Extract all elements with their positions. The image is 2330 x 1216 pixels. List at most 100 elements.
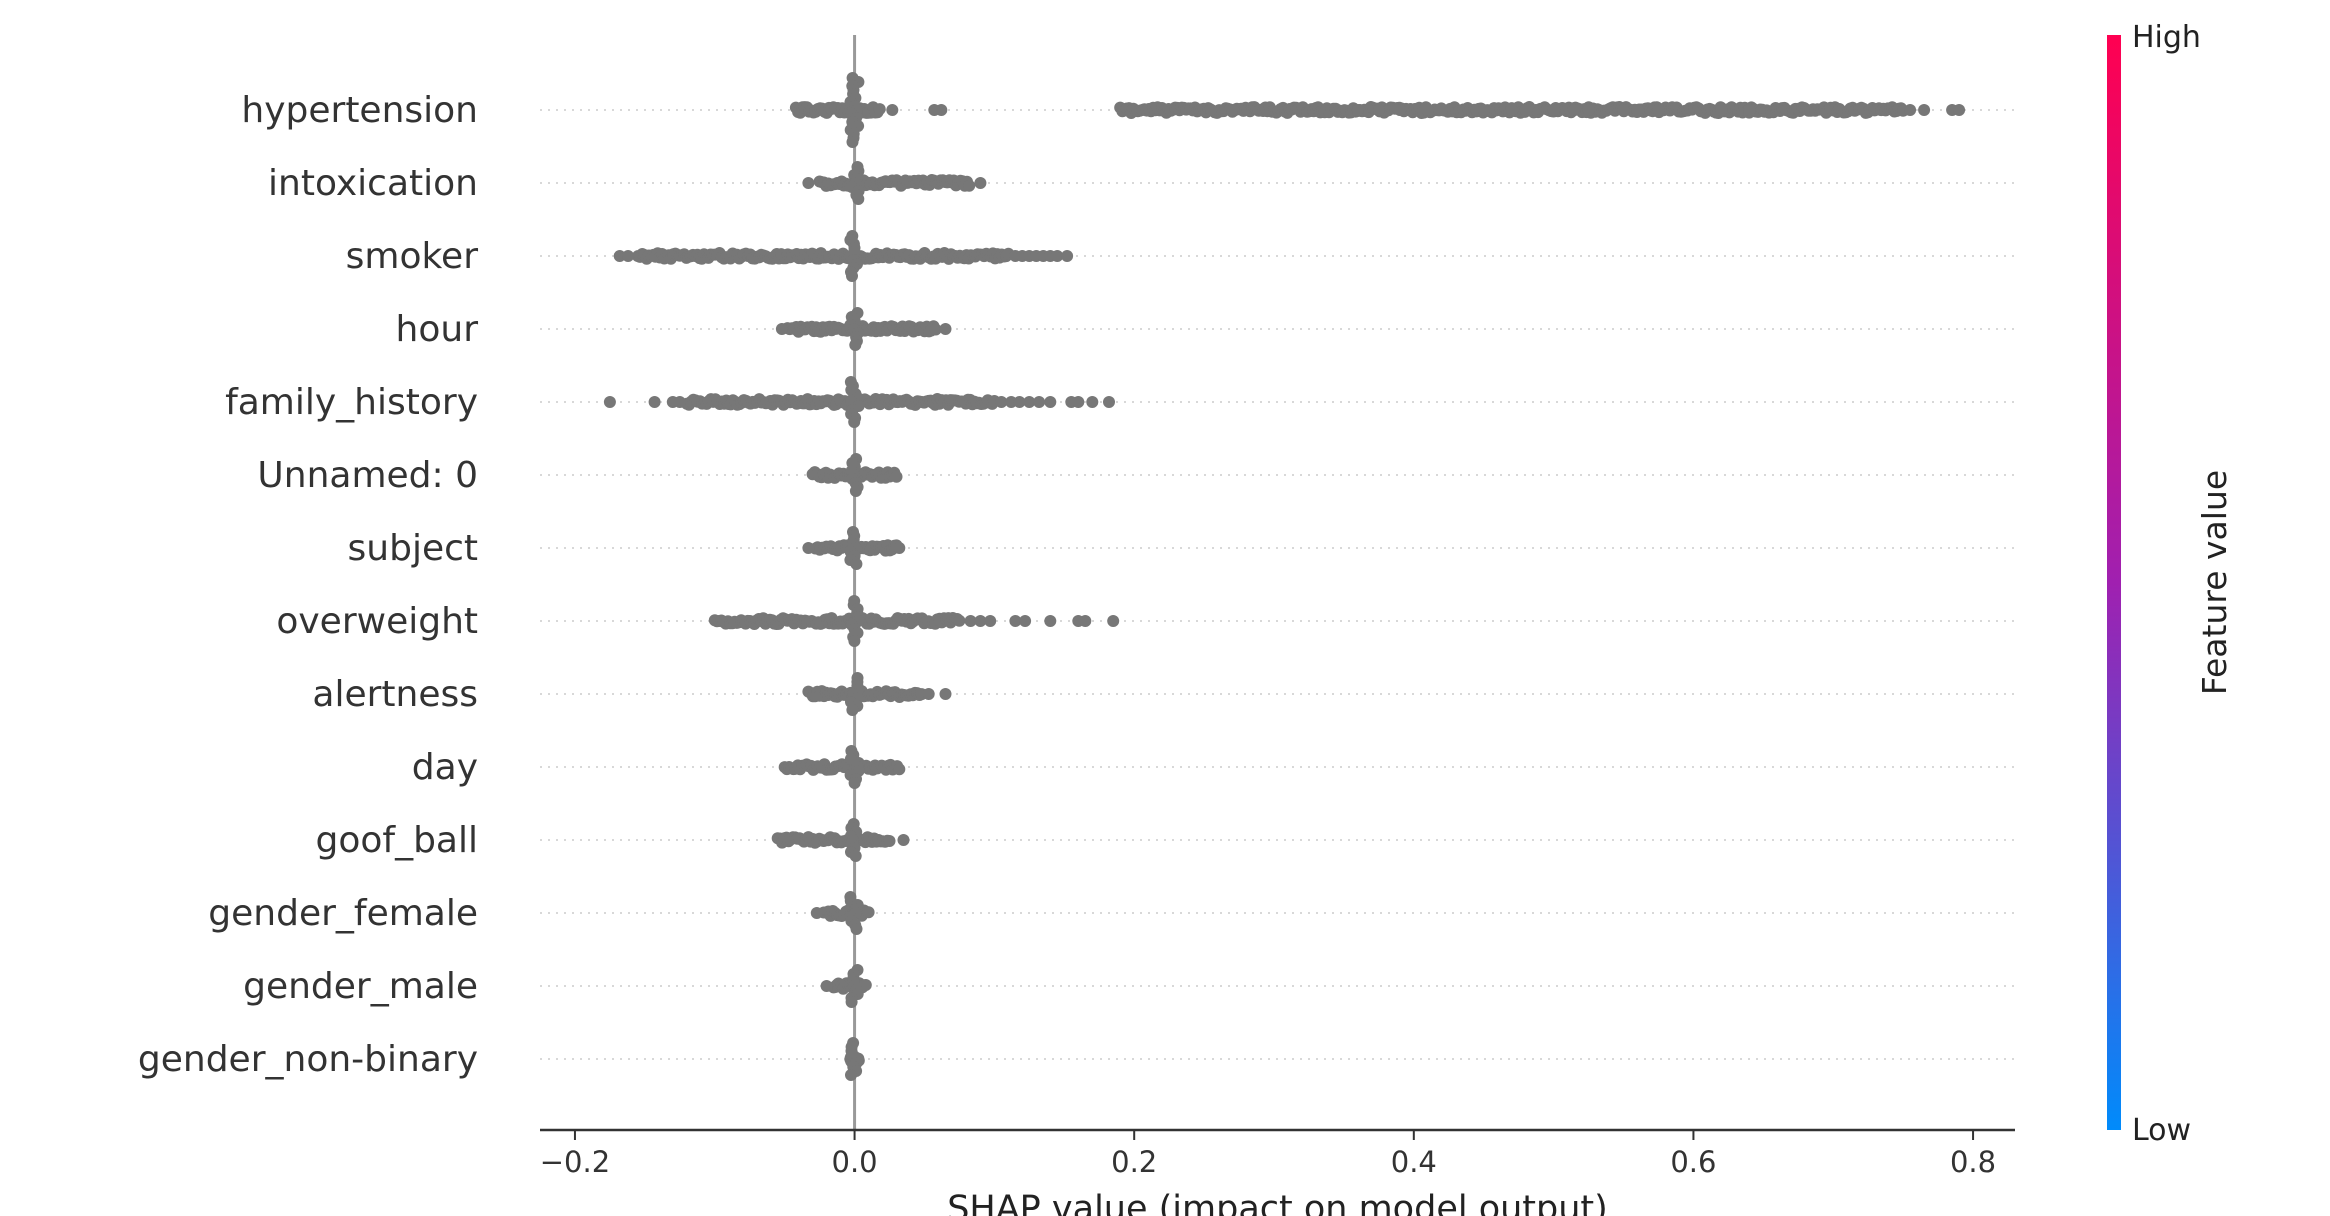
- feature-label-overweight: overweight: [276, 601, 478, 642]
- feature-points-alertness: [802, 672, 952, 716]
- point: [848, 777, 861, 789]
- point-outlier: [820, 980, 833, 992]
- point-outlier: [1044, 396, 1057, 408]
- point-outlier: [1582, 104, 1595, 116]
- point: [893, 763, 906, 776]
- feature-points-hour: [775, 307, 952, 351]
- x-tick-label: 0.8: [1950, 1145, 1996, 1179]
- feature-label-family-history: family_history: [225, 382, 478, 423]
- feature-label-gender-non-binary: gender_non-binary: [138, 1039, 478, 1080]
- feature-label-gender-male: gender_male: [243, 966, 478, 1007]
- grid-lines: [540, 109, 2015, 1060]
- point-outlier: [1107, 615, 1120, 627]
- point-outlier: [1715, 104, 1728, 116]
- point-outlier: [1918, 104, 1931, 116]
- point-outlier: [1086, 396, 1099, 408]
- point-outlier: [1421, 104, 1434, 116]
- x-axis-ticks: −0.2 0.0 0.2 0.4 0.6 0.8: [540, 1130, 1996, 1179]
- point-outlier: [1205, 104, 1218, 116]
- point-outlier: [1372, 104, 1385, 116]
- point-outlier: [1652, 104, 1665, 116]
- point-outlier: [1953, 104, 1966, 116]
- feature-label-subject: subject: [348, 528, 478, 569]
- point-outlier: [1051, 250, 1064, 262]
- beeswarm-points: [603, 72, 1966, 1081]
- feature-label-gender-female: gender_female: [208, 893, 478, 934]
- point-outlier: [622, 250, 635, 262]
- point: [953, 614, 966, 627]
- point: [845, 1069, 857, 1081]
- point-outlier: [893, 542, 906, 554]
- point-outlier: [1079, 615, 1092, 627]
- colorbar-title: Feature value: [2195, 470, 2234, 695]
- colorbar-high-label: High: [2132, 20, 2201, 55]
- feature-label-hypertension: hypertension: [241, 90, 478, 131]
- colorbar-low-label: Low: [2132, 1113, 2191, 1148]
- point-outlier: [1505, 104, 1518, 116]
- point-outlier: [775, 323, 788, 335]
- point-outlier: [984, 615, 997, 627]
- feature-label-intoxication: intoxication: [268, 163, 478, 204]
- point-outlier: [1631, 104, 1644, 116]
- feature-points-day: [778, 745, 906, 789]
- feature-label-day: day: [412, 747, 478, 788]
- feature-label-smoker: smoker: [346, 236, 479, 277]
- feature-points-intoxication: [802, 161, 987, 205]
- x-tick-label: 0.2: [1111, 1145, 1157, 1179]
- point: [873, 103, 886, 116]
- point-outlier: [964, 615, 977, 627]
- feature-points-gender-female: [810, 891, 875, 935]
- point: [852, 193, 865, 205]
- point: [859, 979, 872, 991]
- feature-labels: hypertension intoxication smoker hour family…: [138, 90, 478, 1080]
- point-outlier: [1072, 396, 1085, 408]
- point-outlier: [810, 907, 823, 919]
- point: [850, 923, 863, 935]
- point-outlier: [939, 323, 952, 335]
- point-outlier: [1023, 396, 1036, 408]
- point-outlier: [1019, 615, 1032, 627]
- point-outlier: [922, 688, 935, 700]
- feature-points-gender-non-binary: [844, 1037, 865, 1081]
- point: [890, 470, 903, 483]
- point-outlier: [613, 250, 626, 262]
- point: [845, 996, 858, 1008]
- point-outlier: [995, 396, 1008, 408]
- x-tick-label: 0.4: [1391, 1145, 1437, 1179]
- point: [850, 558, 863, 570]
- point-outlier: [1477, 104, 1490, 116]
- feature-label-goof-ball: goof_ball: [316, 820, 479, 861]
- point-outlier: [1103, 396, 1115, 408]
- feature-label-unnamed-0: Unnamed: 0: [257, 455, 478, 496]
- feature-points-subject: [802, 526, 906, 570]
- x-tick-label: −0.2: [540, 1145, 610, 1179]
- feature-points-goof-ball: [771, 818, 910, 862]
- feature-label-alertness: alertness: [312, 674, 478, 715]
- point: [848, 416, 861, 428]
- point-outlier: [1904, 104, 1917, 116]
- point-outlier: [886, 104, 899, 116]
- point: [963, 179, 976, 192]
- point-outlier: [897, 834, 910, 846]
- point: [846, 270, 858, 282]
- point-outlier: [1393, 104, 1406, 116]
- point: [849, 485, 862, 497]
- point-outlier: [603, 396, 616, 408]
- point: [849, 850, 862, 862]
- point-outlier: [1435, 104, 1448, 116]
- point-outlier: [802, 542, 815, 554]
- point: [849, 339, 862, 351]
- colorbar: [2107, 35, 2121, 1130]
- point-outlier: [1005, 396, 1018, 408]
- feature-points-unnamed-0: [806, 453, 903, 497]
- point: [883, 835, 896, 847]
- point-outlier: [802, 177, 815, 189]
- point-outlier: [1033, 396, 1046, 408]
- point-outlier: [1009, 615, 1022, 627]
- point: [862, 906, 875, 919]
- point-outlier: [1743, 104, 1756, 116]
- point-outlier: [935, 104, 948, 116]
- point-outlier: [974, 615, 987, 627]
- point-outlier: [1568, 104, 1581, 116]
